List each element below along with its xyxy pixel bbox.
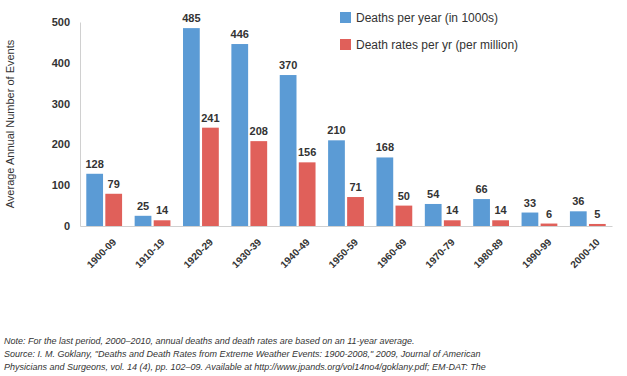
x-tick-label: 1910-19 [133,236,167,270]
bar [473,199,490,226]
y-axis: 0 100 200 300 400 500 [52,16,81,232]
data-label: 50 [398,190,410,202]
legend-label: Deaths per year (in 1000s) [356,11,498,25]
x-tick-label: 1920-29 [181,236,215,270]
data-label: 25 [137,200,149,212]
legend-item: Deaths per year (in 1000s) [340,11,498,25]
legend-label: Death rates per yr (per million) [356,38,518,52]
x-tick-label: 1970-79 [423,236,457,270]
x-tick: 1950-59 [326,226,360,270]
y-tick-label: 200 [52,138,70,150]
bar [86,174,103,226]
bar [154,220,171,226]
bar [328,140,345,226]
legend-item: Death rates per yr (per million) [340,38,518,52]
bar [347,197,364,226]
data-label: 71 [349,181,361,193]
bar [299,162,316,226]
legend-swatch [340,12,351,23]
bar [105,194,122,226]
x-tick: 1970-79 [423,226,457,270]
y-tick: 0 [64,220,80,232]
x-tick-label: 1930-39 [230,236,264,270]
bar [250,141,267,226]
x-tick-label: 1980-89 [471,236,505,270]
x-tick: 1980-89 [471,226,505,270]
data-label: 36 [572,195,584,207]
annotation: Physicians and Surgeons, vol. 14 (4), pp… [4,362,486,372]
data-label: 5 [594,208,600,220]
y-tick-label: 400 [52,57,70,69]
x-tick: 1910-19 [133,226,167,270]
data-label: 446 [231,28,249,40]
x-axis-line [81,226,613,227]
bar [135,216,152,226]
x-tick-label: 1990-99 [520,236,554,270]
bar [376,157,393,226]
y-tick-label: 100 [52,179,70,191]
x-tick-label: 1950-59 [326,236,360,270]
x-tick: 1900-09 [85,226,119,270]
y-tick-label: 0 [64,220,70,232]
x-tick: 1920-29 [181,226,215,270]
data-label: 14 [446,204,459,216]
y-tick: 100 [52,179,80,191]
bar [425,204,442,226]
bar [183,28,200,226]
x-tick: 1990-99 [520,226,554,270]
x-axis: 1900-09 1910-19 1920-29 1930-39 1940-49 1950-… [81,226,613,270]
data-label: 241 [201,112,219,124]
bar [280,75,297,226]
x-tick: 1940-49 [278,226,312,270]
data-label: 208 [250,125,268,137]
x-tick-label: 2000-10 [568,236,602,270]
x-tick: 2000-10 [568,226,602,270]
data-label: 485 [182,12,200,24]
data-label: 79 [108,178,120,190]
data-label: 156 [298,146,316,158]
bar [444,220,461,226]
y-tick: 400 [52,57,80,69]
bar [396,206,413,226]
bar [541,224,558,226]
bar [589,224,606,226]
bar [231,44,248,226]
bars [86,28,605,226]
data-label: 54 [427,188,440,200]
data-labels: 128 25 485 446 370 210 168 54 66 33 36 79 14 241 208 15… [85,12,600,220]
y-axis-line [80,23,81,227]
bar [522,213,539,226]
data-label: 210 [327,124,345,136]
data-label: 14 [494,204,507,216]
y-tick-label: 300 [52,98,70,110]
x-tick-label: 1960-69 [375,236,409,270]
annotation: Source: I. M. Goklany, "Deaths and Death… [4,349,480,359]
data-label: 33 [524,197,536,209]
y-axis-title: Average Annual Number of Events [4,39,16,208]
y-tick: 200 [52,138,80,150]
data-label: 168 [376,141,394,153]
y-tick: 300 [52,98,80,110]
legend: Deaths per year (in 1000s) Death rates pe… [340,11,518,52]
bar [570,211,587,226]
data-label: 128 [85,158,103,170]
data-label: 14 [156,204,169,216]
data-label: 370 [279,59,297,71]
x-tick: 1960-69 [375,226,409,270]
bar [492,220,509,226]
chart: 0 100 200 300 400 500 1900-09 1910-19 1920-29 193… [0,0,627,376]
annotations: Note: For the last period, 2000–2010, an… [4,336,486,372]
legend-swatch [340,39,351,50]
x-tick-label: 1900-09 [85,236,119,270]
y-tick-label: 500 [52,16,70,28]
y-tick: 500 [52,16,80,28]
x-tick: 1930-39 [230,226,264,270]
annotation: Note: For the last period, 2000–2010, an… [4,336,415,346]
x-tick-label: 1940-49 [278,236,312,270]
data-label: 66 [475,183,487,195]
bar [202,128,219,226]
data-label: 6 [546,208,552,220]
